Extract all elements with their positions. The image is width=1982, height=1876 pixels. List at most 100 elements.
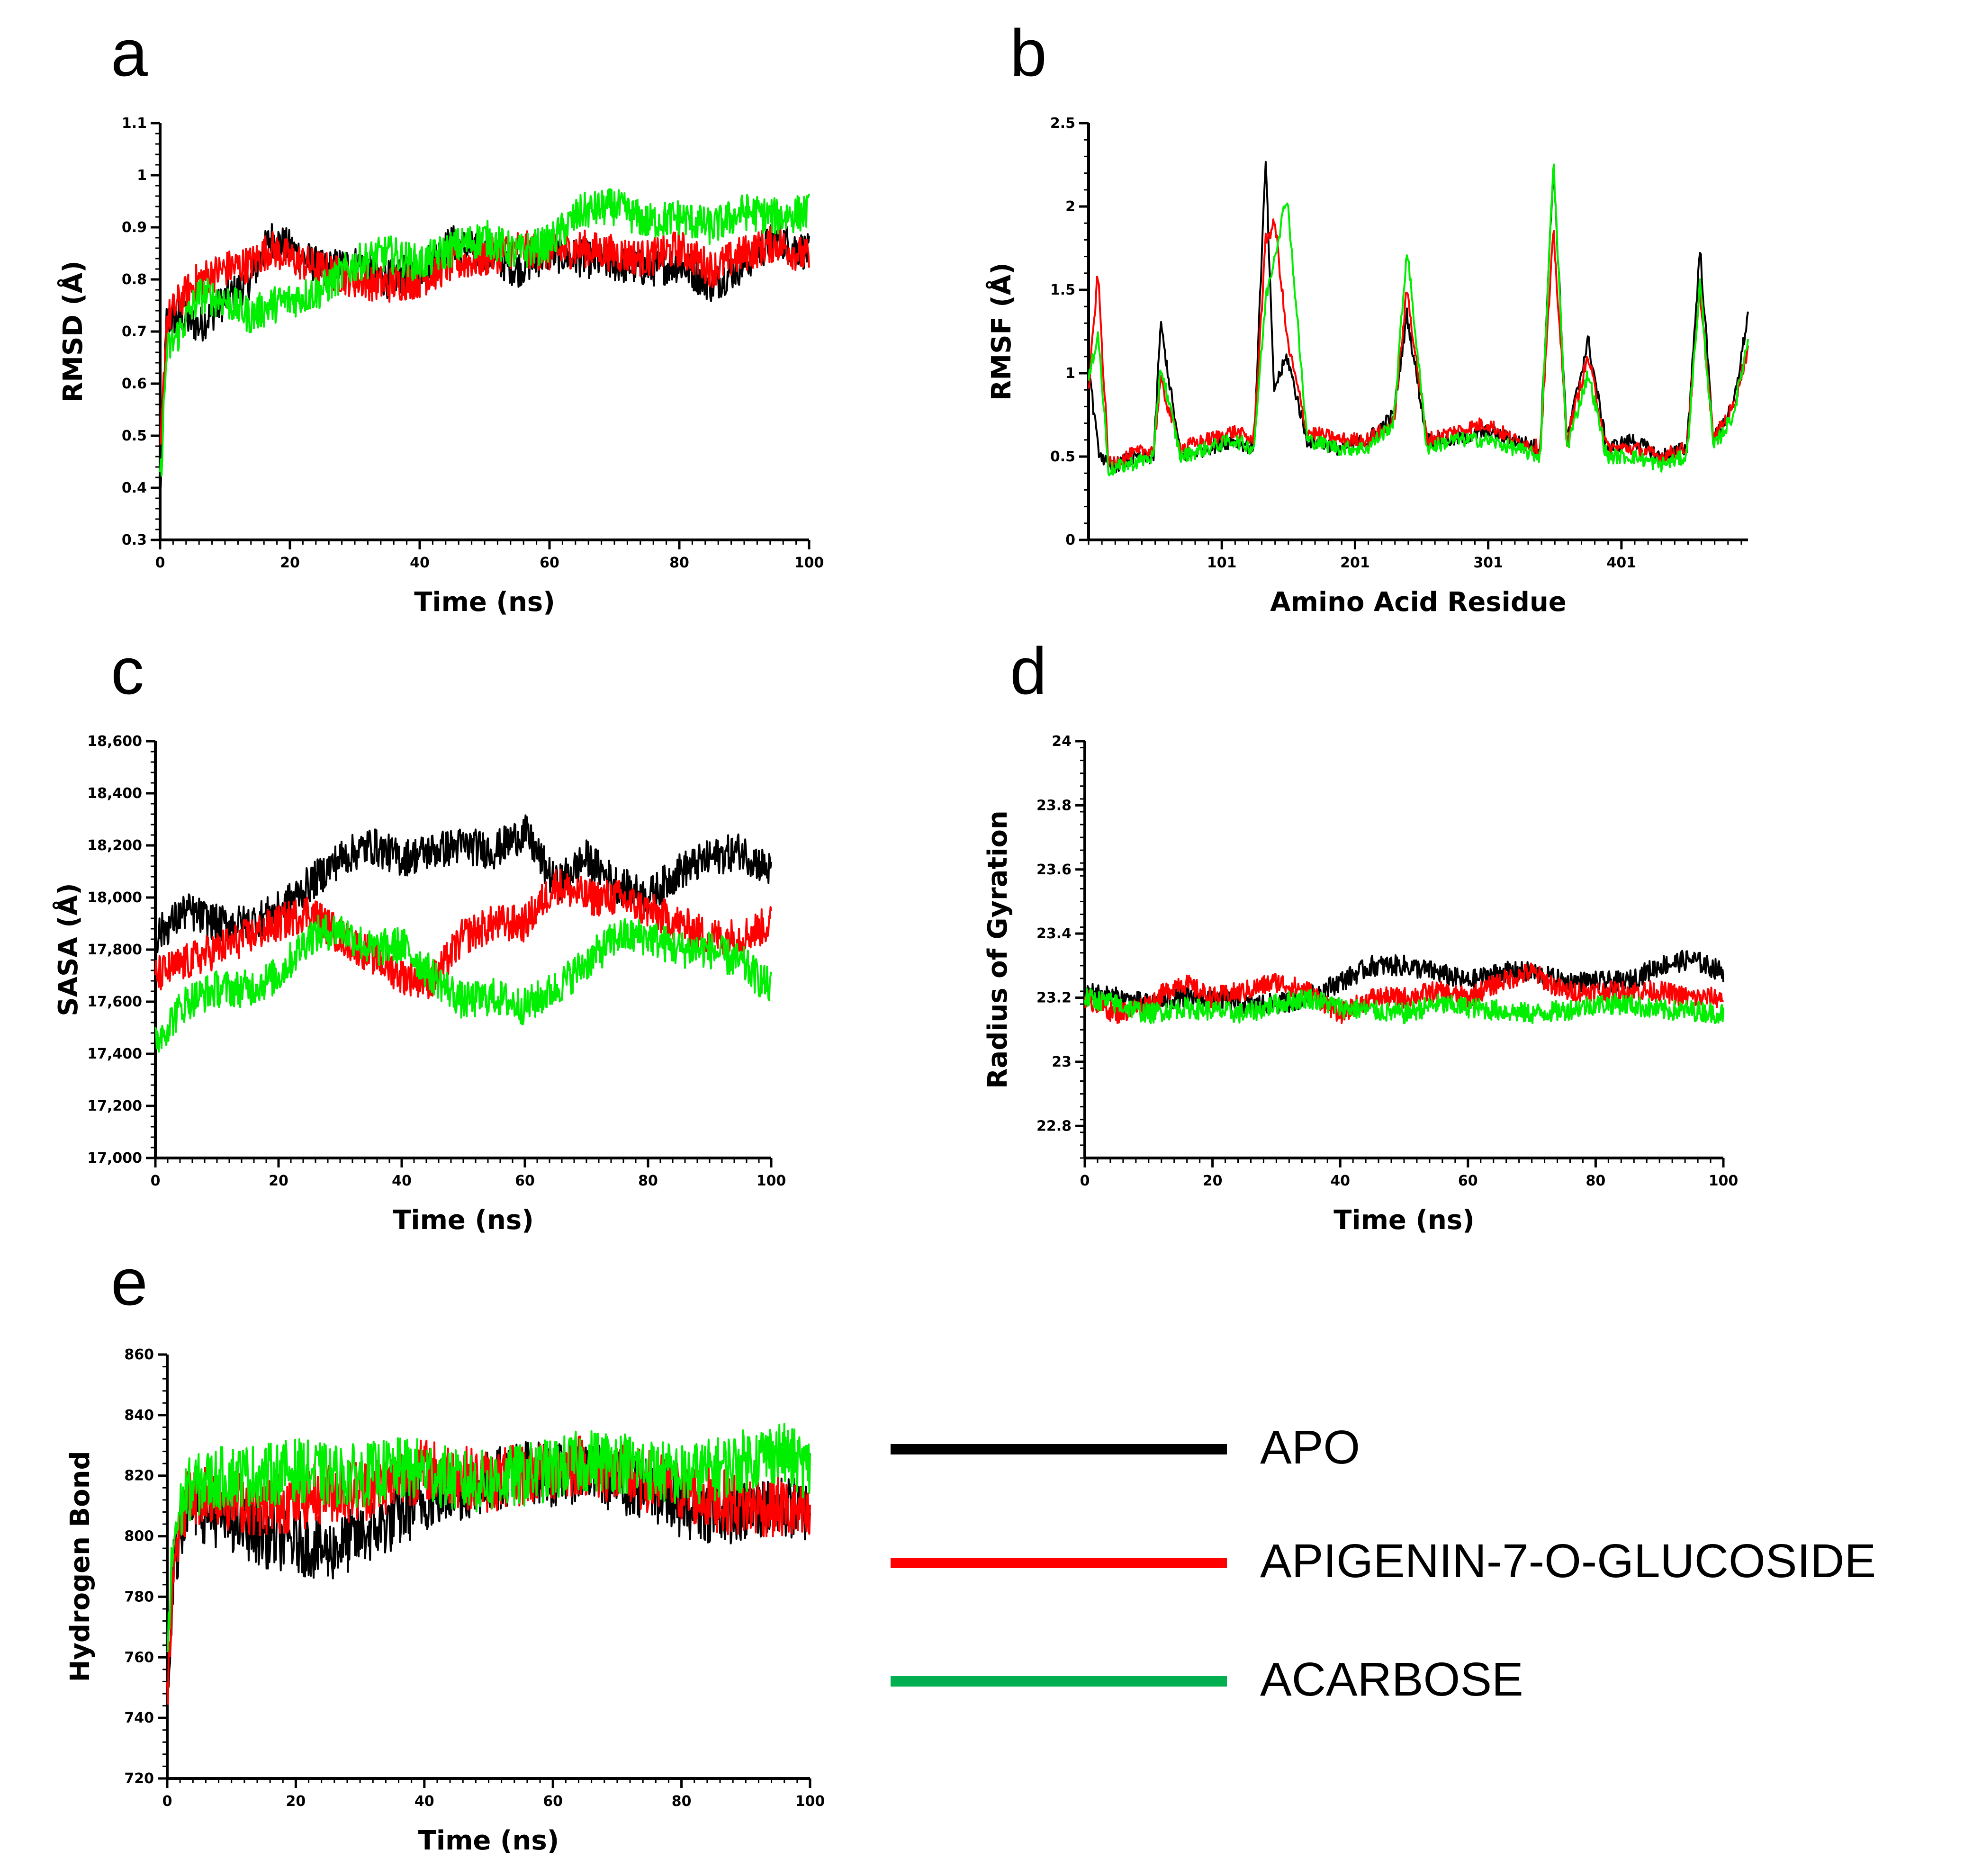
x-tick-label: 20 bbox=[280, 555, 300, 571]
y-tick-label: 1.5 bbox=[1050, 282, 1075, 298]
x-tick-label: 40 bbox=[410, 555, 430, 571]
series-line-a-acarbose bbox=[159, 188, 810, 477]
x-tick-label: 20 bbox=[1203, 1173, 1223, 1189]
y-tick-label: 840 bbox=[124, 1407, 154, 1424]
y-tick-label: 18,200 bbox=[87, 837, 142, 854]
y-axis-title-d: Radius of Gyration bbox=[982, 810, 1013, 1088]
y-tick-label: 0.9 bbox=[122, 219, 147, 236]
y-tick-label: 800 bbox=[124, 1528, 154, 1545]
series-line-c-acarbose bbox=[154, 914, 772, 1053]
y-tick-label: 740 bbox=[124, 1710, 154, 1726]
y-tick-label: 17,400 bbox=[87, 1046, 142, 1062]
x-tick-label: 40 bbox=[414, 1793, 434, 1810]
series-line-b-apo bbox=[1088, 161, 1749, 474]
series-line-b-acarbose bbox=[1088, 163, 1749, 476]
x-tick-label: 40 bbox=[1330, 1173, 1350, 1189]
y-tick-label: 23.4 bbox=[1036, 925, 1072, 942]
series-line-d-apo bbox=[1084, 950, 1724, 1014]
x-tick-label: 101 bbox=[1207, 555, 1237, 571]
x-tick-label: 201 bbox=[1340, 555, 1370, 571]
chart-e: 720 740 760 780 800 820 840 860 0 20 40 60 80 100 Time… bbox=[65, 1346, 825, 1856]
y-tick-label: 0.4 bbox=[122, 480, 147, 496]
y-tick-label: 23.8 bbox=[1036, 797, 1072, 814]
panel-letter-b: b bbox=[1010, 16, 1047, 90]
x-tick-label: 301 bbox=[1473, 555, 1503, 571]
y-tick-label: 0.7 bbox=[122, 323, 147, 340]
charts-group: 0.30.40.50.60.70.80.911.10 20 40 60 80 100Tim… bbox=[53, 115, 1749, 1856]
y-tick-label: 2.5 bbox=[1050, 115, 1075, 132]
x-tick-label: 40 bbox=[392, 1173, 412, 1189]
y-tick-label: 720 bbox=[124, 1770, 154, 1787]
series-line-b-apigenin-7-o-glucoside bbox=[1088, 218, 1749, 469]
x-tick-label: 401 bbox=[1607, 555, 1637, 571]
panel-letter-e: e bbox=[111, 1245, 148, 1319]
y-axis-title-b: RMSF (Å) bbox=[986, 262, 1017, 400]
x-tick-label: 60 bbox=[540, 555, 559, 571]
x-axis-title-c: Time (ns) bbox=[393, 1205, 534, 1236]
x-tick-label: 60 bbox=[515, 1173, 535, 1189]
x-tick-label: 60 bbox=[1458, 1173, 1478, 1189]
panel-letter-d: d bbox=[1010, 634, 1047, 708]
y-tick-label: 22.8 bbox=[1036, 1118, 1072, 1134]
y-tick-label: 17,600 bbox=[87, 994, 142, 1010]
x-tick-label: 20 bbox=[269, 1173, 288, 1189]
x-tick-label: 0 bbox=[1080, 1173, 1090, 1189]
x-tick-label: 80 bbox=[1586, 1173, 1606, 1189]
chart-c: 17,000 17,200 17,400 17,600 17,800 18,000 18,2… bbox=[53, 733, 786, 1236]
y-axis-title-e: Hydrogen Bond bbox=[65, 1451, 96, 1682]
y-tick-label: 17,800 bbox=[87, 942, 142, 958]
y-tick-label: 780 bbox=[124, 1589, 154, 1605]
y-tick-label: 860 bbox=[124, 1346, 154, 1363]
y-tick-label: 1 bbox=[1065, 365, 1075, 382]
y-tick-label: 18,000 bbox=[87, 889, 142, 906]
y-tick-label: 2 bbox=[1065, 198, 1075, 215]
x-axis-title-d: Time (ns) bbox=[1333, 1205, 1475, 1236]
y-tick-label: 18,600 bbox=[87, 733, 142, 750]
y-tick-label: 0.5 bbox=[1050, 449, 1075, 465]
y-axis-title-c: SASA (Å) bbox=[53, 883, 84, 1016]
y-tick-label: 17,200 bbox=[87, 1098, 142, 1114]
y-tick-label: 0.3 bbox=[122, 532, 147, 548]
y-tick-label: 23 bbox=[1052, 1054, 1072, 1070]
panel-letter-a: a bbox=[111, 16, 148, 90]
series-line-d-apigenin-7-o-glucoside bbox=[1084, 962, 1724, 1024]
x-tick-label: 80 bbox=[669, 555, 689, 571]
chart-d: 22.8 23 23.2 23.4 23.6 23.8 24 0 20 40 60 80 100 Time… bbox=[982, 733, 1738, 1236]
y-tick-label: 17,000 bbox=[87, 1150, 142, 1167]
panel-letter-c: c bbox=[111, 634, 144, 708]
y-tick-label: 18,400 bbox=[87, 785, 142, 802]
y-tick-label: 1.1 bbox=[122, 115, 147, 132]
x-tick-label: 0 bbox=[151, 1173, 161, 1189]
x-axis-title-b: Amino Acid Residue bbox=[1270, 587, 1567, 618]
chart-b: 0 0.5 1 1.5 2 2.5 101 201 301 401 Amino Acid Resid… bbox=[986, 115, 1749, 618]
y-tick-label: 0.5 bbox=[122, 428, 147, 444]
x-tick-label: 0 bbox=[155, 555, 165, 571]
x-tick-label: 100 bbox=[757, 1173, 786, 1189]
x-axis-title-a: Time (ns) bbox=[414, 587, 555, 618]
legend-label-apigenin: APIGENIN-7-O-GLUCOSIDE bbox=[1260, 1535, 1876, 1588]
x-tick-label: 100 bbox=[1709, 1173, 1739, 1189]
series-line-c-apigenin-7-o-glucoside bbox=[154, 869, 772, 999]
x-tick-label: 80 bbox=[672, 1793, 692, 1810]
legend-label-acarbose: ACARBOSE bbox=[1260, 1653, 1523, 1706]
y-tick-label: 0 bbox=[1065, 532, 1075, 548]
y-tick-label: 760 bbox=[124, 1649, 154, 1666]
y-tick-label: 23.2 bbox=[1036, 990, 1072, 1006]
x-tick-label: 100 bbox=[795, 1793, 825, 1810]
legend: APO APIGENIN-7-O-GLUCOSIDE ACARBOSE bbox=[891, 1421, 1876, 1706]
series-line-a-apigenin-7-o-glucoside bbox=[159, 225, 810, 445]
x-tick-label: 60 bbox=[543, 1793, 563, 1810]
series-line-e-acarbose bbox=[166, 1423, 811, 1652]
y-tick-label: 0.8 bbox=[122, 271, 147, 288]
legend-label-apo: APO bbox=[1260, 1421, 1360, 1474]
y-tick-label: 0.6 bbox=[122, 376, 147, 392]
y-axis-title-a: RMSD (Å) bbox=[57, 260, 89, 403]
series-line-d-acarbose bbox=[1084, 987, 1724, 1024]
x-tick-label: 0 bbox=[162, 1793, 172, 1810]
y-tick-label: 820 bbox=[124, 1468, 154, 1484]
y-tick-label: 1 bbox=[137, 167, 147, 184]
chart-a: 0.3 0.4 0.5 0.6 0.7 0.8 0.9 1 1.1 0 20 40 60 80 100 Tim… bbox=[57, 115, 824, 618]
x-axis-title-e: Time (ns) bbox=[418, 1825, 559, 1856]
y-tick-label: 24 bbox=[1052, 733, 1072, 750]
